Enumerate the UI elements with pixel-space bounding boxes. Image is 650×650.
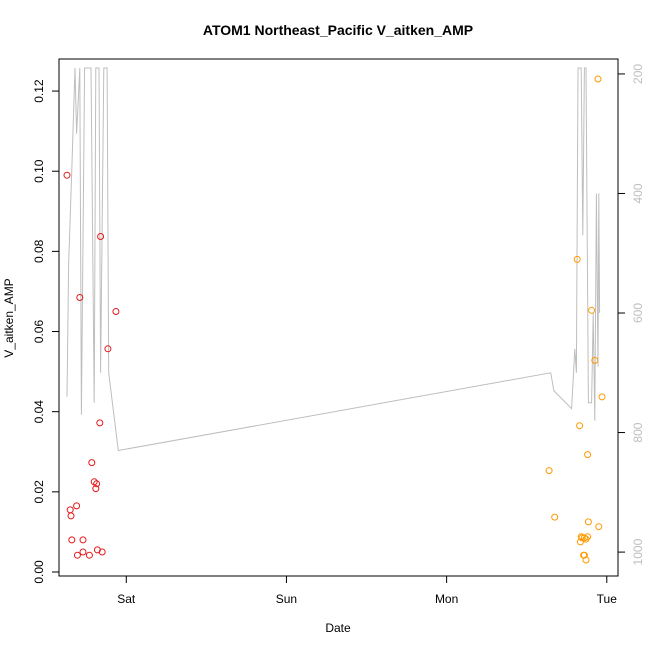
- data-point: [76, 294, 84, 301]
- y-axis: 0.00 0.02 0.04 0.06 0.08 0.10 0.12: [32, 79, 60, 584]
- y-axis-label: V_aitken_AMP: [2, 278, 16, 357]
- data-point: [112, 308, 120, 315]
- data-point: [576, 538, 584, 546]
- data-point: [79, 536, 87, 544]
- y-tick-label: 0.06: [32, 320, 46, 344]
- y-tick-label: 0.12: [32, 79, 46, 103]
- data-point: [92, 485, 100, 493]
- y2-tick-label: 400: [631, 183, 645, 203]
- data-point: [573, 255, 581, 263]
- y-tick-label: 0.10: [32, 159, 46, 183]
- x-tick-label: Mon: [435, 592, 458, 606]
- x-tick-label: Sat: [117, 592, 136, 606]
- data-point: [66, 506, 74, 514]
- data-point: [68, 536, 76, 544]
- data-point: [98, 548, 106, 556]
- data-point: [63, 171, 71, 179]
- data-point: [96, 419, 104, 427]
- data-point: [85, 551, 93, 559]
- data-point: [582, 556, 590, 564]
- y2-axis: 200 400 600 800 1000: [617, 64, 645, 565]
- y-tick-label: 0.02: [32, 480, 46, 504]
- data-point: [594, 75, 602, 83]
- data-point: [576, 422, 584, 430]
- data-point: [584, 451, 592, 459]
- data-point: [591, 356, 599, 364]
- data-point: [584, 533, 592, 541]
- chart-title: ATOM1 Northeast_Pacific V_aitken_AMP: [203, 22, 473, 38]
- y2-tick-label: 200: [631, 64, 645, 84]
- data-point: [584, 518, 592, 526]
- y2-tick-label: 600: [631, 303, 645, 323]
- data-point: [598, 393, 606, 401]
- data-point: [67, 512, 75, 520]
- y-tick-label: 0.04: [32, 400, 46, 424]
- data-point: [580, 551, 588, 559]
- x-axis: Sat Sun Mon Tue: [117, 575, 618, 606]
- x-tick-label: Tue: [597, 592, 618, 606]
- data-point: [545, 467, 553, 475]
- y-tick-label: 0.00: [32, 560, 46, 584]
- data-point: [595, 523, 603, 531]
- x-axis-label: Date: [325, 621, 351, 635]
- data-point: [73, 551, 81, 559]
- y2-tick-label: 800: [631, 422, 645, 442]
- data-point: [580, 534, 588, 542]
- data-point: [588, 306, 596, 314]
- data-point: [79, 548, 87, 556]
- series-line: [66, 67, 601, 452]
- data-point: [93, 480, 101, 488]
- plot-frame: [58, 58, 619, 577]
- y-tick-label: 0.08: [32, 239, 46, 263]
- y2-tick-label: 1000: [631, 538, 645, 565]
- data-point: [88, 459, 96, 467]
- series-layer: [63, 67, 606, 564]
- data-point: [551, 513, 559, 521]
- data-point: [97, 233, 105, 240]
- data-point: [73, 502, 81, 510]
- data-point: [104, 345, 112, 353]
- x-tick-label: Sun: [276, 592, 297, 606]
